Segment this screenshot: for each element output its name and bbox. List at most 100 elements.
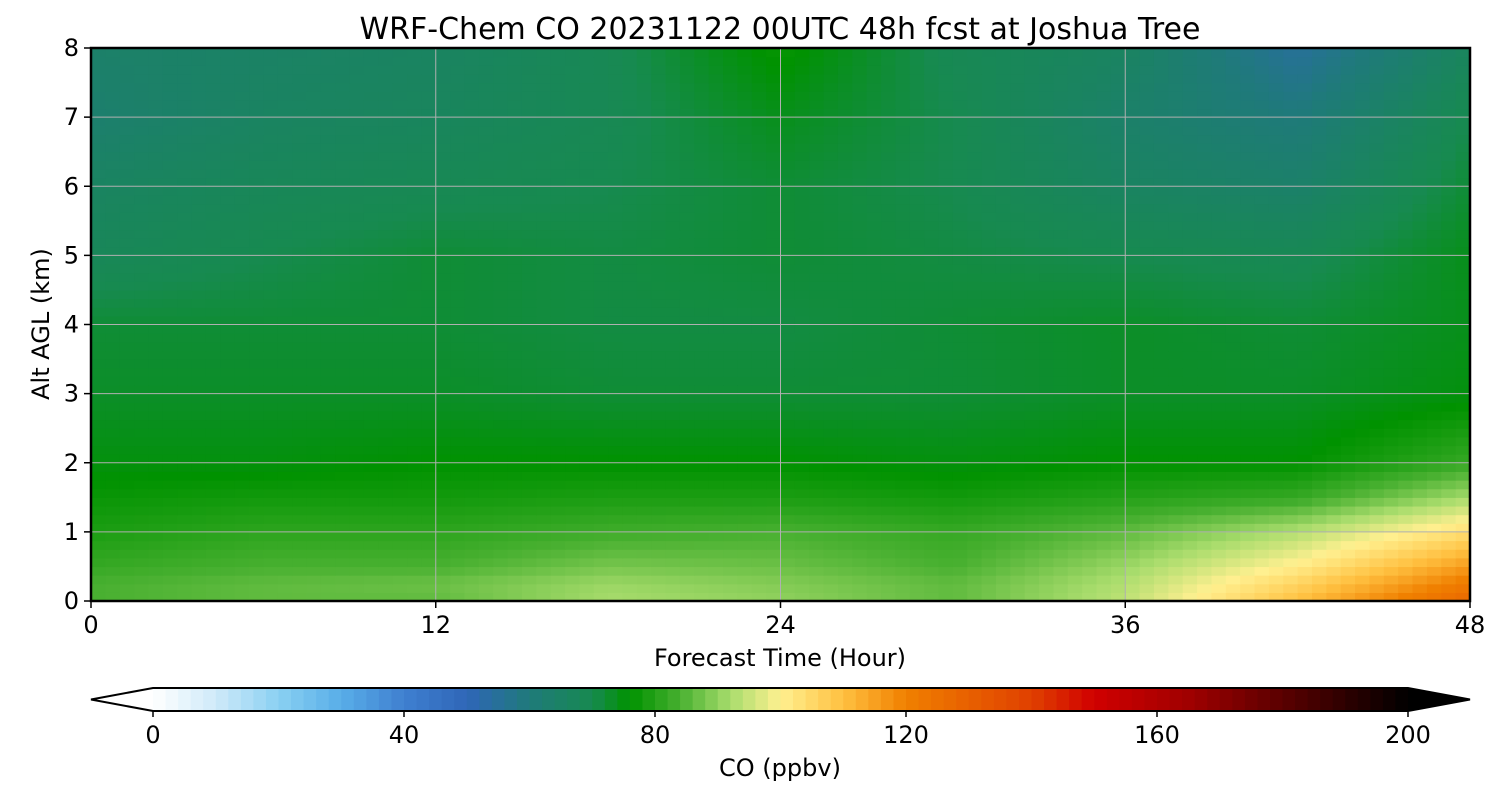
heatmap-cell: [837, 194, 853, 205]
heatmap-cell: [622, 497, 638, 507]
heatmap-cell: [493, 341, 509, 352]
heatmap-cell: [1096, 436, 1112, 447]
heatmap-cell: [320, 272, 336, 282]
heatmap-cell: [1268, 583, 1284, 593]
heatmap-cell: [536, 531, 552, 542]
heatmap-cell: [1053, 212, 1069, 222]
heatmap-cell: [363, 384, 379, 395]
heatmap-cell: [521, 410, 537, 421]
heatmap-cell: [550, 333, 566, 343]
heatmap-cell: [852, 376, 868, 386]
heatmap-cell: [521, 272, 537, 282]
heatmap-cell: [1110, 220, 1126, 231]
heatmap-cell: [679, 436, 695, 447]
heatmap-cell: [349, 549, 365, 559]
heatmap-cell: [751, 350, 767, 360]
heatmap-cell: [1398, 212, 1414, 222]
heatmap-cell: [1455, 583, 1471, 593]
heatmap-cell: [565, 428, 580, 438]
heatmap-cell: [1369, 272, 1385, 282]
heatmap-cell: [1067, 177, 1083, 187]
heatmap-cell: [335, 367, 351, 377]
heatmap-cell: [435, 298, 451, 308]
heatmap-cell: [1139, 376, 1155, 386]
heatmap-cell: [464, 523, 480, 533]
heatmap-cell: [651, 549, 667, 559]
heatmap-cell: [407, 531, 422, 542]
heatmap-cell: [967, 229, 983, 239]
heatmap-cell: [1441, 436, 1457, 447]
heatmap-cell: [220, 307, 236, 317]
heatmap-cell: [349, 333, 365, 343]
heatmap-cell: [1039, 324, 1055, 334]
heatmap-cell: [263, 186, 279, 196]
heatmap-cell: [708, 324, 724, 334]
heatmap-cell: [565, 549, 580, 559]
heatmap-cell: [565, 341, 580, 352]
heatmap-cell: [234, 488, 250, 498]
heatmap-cell: [263, 497, 279, 507]
heatmap-cell: [119, 410, 135, 421]
heatmap-cell: [866, 410, 882, 421]
heatmap-cell: [665, 168, 681, 179]
heatmap-cell: [536, 419, 552, 429]
heatmap-cell: [1383, 151, 1399, 161]
heatmap-cell: [780, 238, 796, 248]
heatmap-cell: [1182, 350, 1198, 360]
heatmap-cell: [1441, 445, 1457, 455]
heatmap-cell: [1153, 592, 1169, 602]
heatmap-cell: [852, 540, 868, 550]
heatmap-cell: [924, 315, 940, 326]
heatmap-cell: [1197, 428, 1213, 438]
heatmap-cell: [1010, 531, 1026, 542]
heatmap-cell: [1240, 523, 1256, 533]
heatmap-cell: [1096, 289, 1112, 300]
heatmap-cell: [909, 523, 925, 533]
heatmap-cell: [1441, 151, 1457, 161]
heatmap-cell: [134, 454, 150, 464]
heatmap-cell: [723, 428, 738, 438]
heatmap-cell: [263, 246, 279, 256]
heatmap-cell: [1369, 220, 1385, 231]
heatmap-cell: [694, 281, 710, 291]
heatmap-cell: [1067, 186, 1083, 196]
heatmap-cell: [1326, 212, 1342, 222]
heatmap-cell: [1153, 281, 1169, 291]
heatmap-cell: [1139, 557, 1155, 568]
heatmap-cell: [924, 307, 940, 317]
heatmap-cell: [220, 592, 236, 602]
heatmap-cell: [1053, 289, 1069, 300]
heatmap-cell: [895, 151, 911, 161]
heatmap-cell: [349, 531, 365, 542]
heatmap-cell: [392, 592, 408, 602]
heatmap-cell: [521, 220, 537, 231]
heatmap-cell: [177, 583, 193, 593]
heatmap-cell: [1254, 393, 1270, 403]
heatmap-cell: [794, 514, 810, 524]
heatmap-cell: [292, 575, 308, 585]
heatmap-cell: [249, 333, 264, 343]
heatmap-cell: [234, 264, 250, 274]
heatmap-cell: [392, 255, 408, 265]
heatmap-cell: [493, 462, 509, 472]
heatmap-cell: [593, 341, 609, 352]
heatmap-cell: [1182, 324, 1198, 334]
heatmap-cell: [723, 289, 738, 300]
heatmap-cell: [1355, 264, 1371, 274]
heatmap-cell: [407, 281, 422, 291]
heatmap-cell: [249, 194, 264, 205]
heatmap-cell: [1383, 497, 1399, 507]
heatmap-cell: [1096, 488, 1112, 498]
heatmap-cell: [708, 160, 724, 170]
heatmap-cell: [1182, 402, 1198, 412]
heatmap-cell: [119, 514, 135, 524]
heatmap-cell: [464, 238, 480, 248]
heatmap-cell: [263, 592, 279, 602]
heatmap-cell: [938, 523, 954, 533]
heatmap-cell: [1053, 531, 1069, 542]
heatmap-cell: [665, 462, 681, 472]
heatmap-cell: [478, 289, 494, 300]
heatmap-cell: [737, 307, 753, 317]
heatmap-cell: [794, 384, 810, 395]
heatmap-cell: [579, 350, 595, 360]
